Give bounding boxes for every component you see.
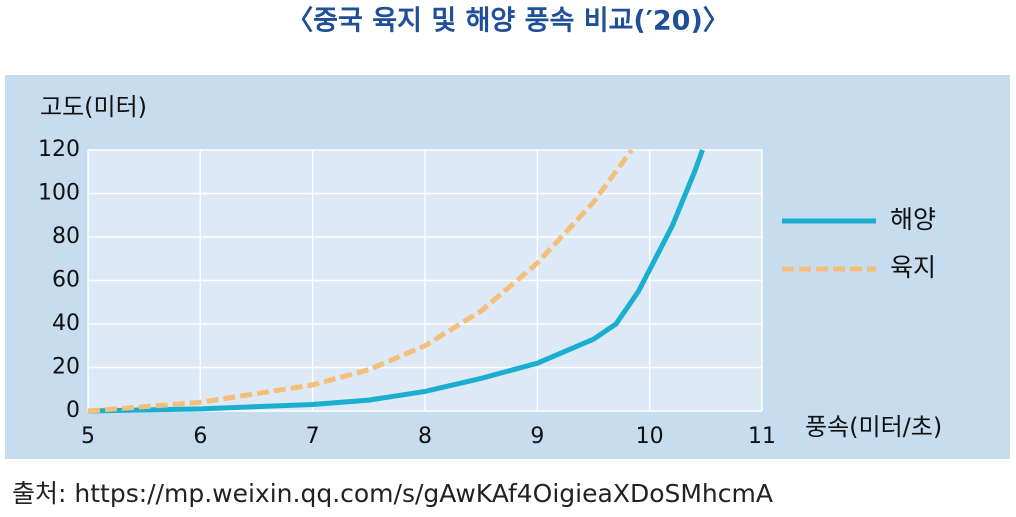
- x-tick-label: 11: [748, 424, 776, 449]
- x-tick-label: 10: [636, 424, 664, 449]
- y-tick-label: 80: [52, 224, 80, 249]
- x-tick-label: 9: [530, 424, 544, 449]
- legend-label: 해양: [890, 205, 936, 234]
- x-tick-label: 6: [193, 424, 207, 449]
- y-axis-label: 고도(미터): [40, 93, 147, 121]
- legend-label: 육지: [890, 253, 936, 282]
- x-axis-label: 풍속(미터/초): [805, 413, 942, 441]
- y-tick-label: 60: [52, 268, 80, 293]
- x-tick-label: 8: [418, 424, 432, 449]
- source: 출처: https://mp.weixin.qq.com/s/gAwKAf4Oi…: [12, 479, 773, 508]
- y-tick-label: 20: [52, 355, 80, 380]
- y-tick-label: 0: [66, 398, 80, 423]
- y-tick-label: 120: [38, 137, 80, 162]
- chart-title: 〈중국 육지 및 해양 풍속 비교(′20)〉: [286, 6, 730, 37]
- x-tick-label: 7: [306, 424, 320, 449]
- series-line: [87, 148, 634, 414]
- y-tick-label: 40: [52, 311, 80, 336]
- series-line: [87, 149, 705, 414]
- y-tick-label: 100: [38, 181, 80, 206]
- x-tick-label: 5: [81, 424, 95, 449]
